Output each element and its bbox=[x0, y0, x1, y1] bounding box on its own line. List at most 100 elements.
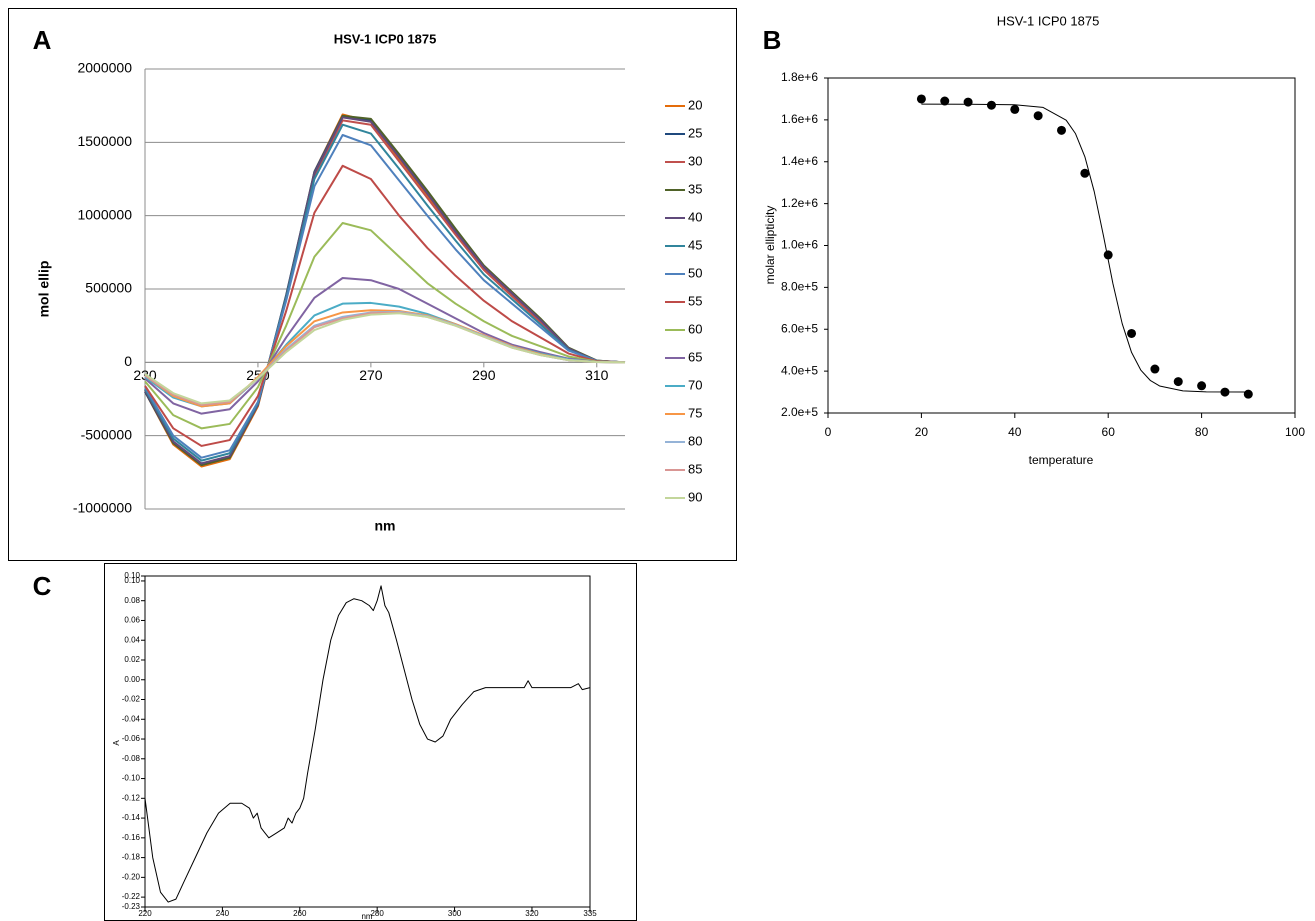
y-tick-label: -0.02 bbox=[122, 695, 141, 704]
data-point bbox=[1197, 381, 1207, 391]
x-tick-label: 220 bbox=[138, 909, 152, 918]
legend-label: 55 bbox=[688, 293, 702, 308]
x-tick-label: 100 bbox=[1285, 425, 1305, 439]
data-point bbox=[916, 94, 926, 104]
legend-label: 40 bbox=[688, 209, 702, 224]
y-tick-label: -0.06 bbox=[122, 734, 141, 743]
data-line bbox=[144, 222, 626, 430]
x-tick-label: 300 bbox=[448, 909, 462, 918]
legend-label: 85 bbox=[688, 461, 702, 476]
x-tick-label: 320 bbox=[525, 909, 539, 918]
y-tick-label: 0.10 bbox=[124, 576, 140, 585]
y-axis-label: A bbox=[112, 740, 121, 746]
y-tick-label: -0.22 bbox=[122, 892, 141, 901]
y-tick-label: -0.20 bbox=[122, 872, 141, 881]
legend-label: 70 bbox=[688, 377, 702, 392]
y-tick-label: 2.0e+5 bbox=[781, 405, 818, 419]
x-tick-label: 290 bbox=[472, 367, 496, 383]
y-tick-label: 500000 bbox=[85, 280, 132, 296]
x-tick-label: 335 bbox=[583, 909, 597, 918]
plot-frame bbox=[144, 575, 591, 908]
data-line bbox=[144, 312, 626, 405]
data-line bbox=[144, 113, 626, 468]
x-tick-label: 80 bbox=[1195, 425, 1209, 439]
legend-label: 45 bbox=[688, 237, 702, 252]
y-tick-label: 1500000 bbox=[77, 133, 132, 149]
legend-label: 80 bbox=[688, 433, 702, 448]
x-tick-label: 40 bbox=[1008, 425, 1022, 439]
y-tick-label: 0.02 bbox=[124, 655, 140, 664]
legend-label: 65 bbox=[688, 349, 702, 364]
y-tick-label: -0.16 bbox=[122, 833, 141, 842]
y-tick-label: 4.0e+5 bbox=[781, 363, 818, 377]
data-point bbox=[1173, 377, 1183, 387]
chart-title: HSV-1 ICP0 1875 bbox=[997, 13, 1100, 28]
y-tick-label: -1000000 bbox=[73, 500, 132, 516]
legend-label: 50 bbox=[688, 265, 702, 280]
data-point bbox=[1243, 389, 1253, 399]
x-axis-label: temperature bbox=[1029, 453, 1094, 467]
legend-label: 25 bbox=[688, 125, 702, 140]
y-tick-label: 1.0e+6 bbox=[781, 238, 818, 252]
data-point bbox=[940, 96, 950, 106]
y-tick-label: -0.04 bbox=[122, 714, 141, 723]
data-line bbox=[144, 114, 626, 466]
y-tick-label: -0.08 bbox=[122, 754, 141, 763]
y-tick-label: 8.0e+5 bbox=[781, 280, 818, 294]
x-tick-label: 280 bbox=[370, 909, 384, 918]
y-tick-label: 6.0e+5 bbox=[781, 321, 818, 335]
y-tick-label: -0.10 bbox=[122, 774, 141, 783]
legend-label: 35 bbox=[688, 181, 702, 196]
y-tick-label: 0.08 bbox=[124, 596, 140, 605]
x-tick-label: 20 bbox=[915, 425, 929, 439]
data-point bbox=[963, 97, 973, 107]
y-tick-label: 0.06 bbox=[124, 616, 140, 625]
y-axis-label: mol ellip bbox=[36, 261, 52, 318]
x-tick-label: 0 bbox=[825, 425, 832, 439]
legend-label: 30 bbox=[688, 153, 702, 168]
panel-label: C bbox=[33, 571, 52, 601]
data-point bbox=[1080, 168, 1090, 178]
x-axis-label: nm bbox=[361, 912, 372, 921]
y-tick-label: -0.14 bbox=[122, 813, 141, 822]
data-line bbox=[144, 116, 626, 465]
y-tick-label: 1.6e+6 bbox=[781, 112, 818, 126]
data-line bbox=[144, 123, 626, 462]
data-line bbox=[144, 311, 626, 406]
data-point bbox=[1103, 250, 1113, 260]
data-line bbox=[144, 277, 626, 415]
y-axis-label: molar ellipticity bbox=[763, 206, 777, 285]
data-point bbox=[986, 100, 996, 110]
panel-label: B bbox=[763, 25, 782, 55]
legend-label: 60 bbox=[688, 321, 702, 336]
panel-a-border bbox=[8, 8, 737, 561]
data-point bbox=[1057, 125, 1066, 135]
y-tick-label: -0.18 bbox=[122, 853, 141, 862]
y-tick-label: 1.2e+6 bbox=[781, 196, 818, 210]
y-tick-label: 1000000 bbox=[77, 206, 132, 222]
y-tick-label: 2000000 bbox=[77, 60, 132, 76]
y-tick-label: 0.04 bbox=[124, 635, 140, 644]
panel-c-border bbox=[104, 563, 637, 921]
data-point bbox=[1150, 364, 1160, 374]
y-tick-label: 0.00 bbox=[124, 675, 140, 684]
legend-label: 20 bbox=[688, 97, 702, 112]
y-tick-label: 1.8e+6 bbox=[781, 70, 818, 84]
chart-title: HSV-1 ICP0 1875 bbox=[334, 31, 437, 46]
data-line bbox=[144, 164, 626, 447]
data-line bbox=[144, 114, 626, 466]
x-tick-label: 270 bbox=[359, 367, 383, 383]
y-tick-label: 1.4e+6 bbox=[781, 154, 818, 168]
x-axis-label: nm bbox=[375, 518, 396, 534]
legend-label: 90 bbox=[688, 489, 702, 504]
data-point bbox=[1033, 111, 1043, 121]
legend-label: 75 bbox=[688, 405, 702, 420]
data-line bbox=[144, 585, 591, 903]
data-point bbox=[1010, 104, 1020, 114]
y-tick-label: 0 bbox=[124, 353, 132, 369]
x-tick-label: 240 bbox=[216, 909, 230, 918]
y-tick-label: -500000 bbox=[81, 426, 133, 442]
x-tick-label: 310 bbox=[585, 367, 609, 383]
